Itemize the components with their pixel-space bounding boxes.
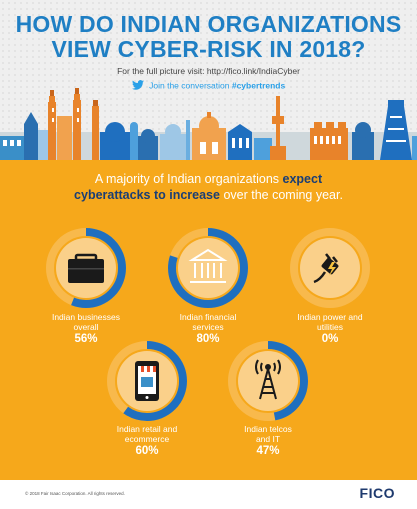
label-power-utilities: Indian power and utilities [270,312,390,332]
label-line2: services [192,322,224,332]
visit-link-text[interactable]: For the full picture visit: http://fico.… [117,66,300,76]
label-line1: Indian financial [179,312,237,322]
fico-logo: FICO [359,485,395,501]
label-line2: utilities [317,322,343,332]
page-title-line2: VIEW CYBER-RISK IN 2018? [51,36,366,62]
intro-highlight-expect: expect [282,172,323,186]
plug-icon [313,253,339,284]
orange-panel [0,160,417,480]
donut-telcos-it [228,341,308,421]
twitter-bird-icon [131,80,144,92]
intro-part1: A majority of Indian organizations [94,172,283,186]
label-line1: Indian businesses [51,312,121,322]
pct-financial-services: 80% [196,333,220,345]
donut-arc-financial-services [168,228,248,308]
intro-highlight-increase: cyberattacks to increase [74,188,220,202]
donut-arc-telcos-it [228,341,308,421]
donut-power-utilities [290,228,370,308]
donut-financial-services [168,228,248,308]
label-line2: overall [73,322,99,332]
donut-track [290,228,370,308]
twitter-row[interactable]: Join the conversation #cybertrends [0,80,417,92]
label-line1: Indian retail and [116,424,178,434]
pct-retail-ecommerce: 60% [135,445,159,457]
city-skyline-illustration [0,88,417,160]
donut-disc [238,351,298,411]
pct-telcos-it: 47% [256,445,280,457]
donut-arc-retail-ecommerce [107,341,187,421]
intro-text: A majority of Indian organizations expec… [30,171,387,203]
label-telcos-it: Indian telcos and IT [208,424,328,444]
donut-retail-ecommerce [107,341,187,421]
twitter-join-text: Join the conversation [149,80,230,91]
donut-businesses-overall [46,228,126,308]
label-line1: Indian power and [297,312,363,322]
pct-power-utilities: 0% [321,333,339,345]
antenna-tower-icon [255,359,281,400]
skyline-buildings [0,88,417,160]
label-financial-services: Indian financial services [148,312,268,332]
intro-part2: over the coming year. [219,188,343,202]
pct-businesses-overall: 56% [74,333,98,345]
footer-bar [0,480,417,509]
shop-phone-icon [135,361,159,401]
page-title-line1: HOW DO INDIAN ORGANIZATIONS [15,11,402,37]
label-line2: and IT [255,434,281,444]
label-line1: Indian telcos [244,424,292,434]
briefcase-icon [68,253,104,283]
twitter-hashtag: #cybertrends [231,80,286,91]
label-line2: ecommerce [124,434,170,444]
copyright-text: © 2018 Fair Isaac Corporation. All right… [25,491,125,496]
bank-icon [188,248,228,283]
donut-arc-businesses-overall [46,228,126,308]
label-retail-ecommerce: Indian retail and ecommerce [87,424,207,444]
label-businesses-overall: Indian businesses overall [26,312,146,332]
